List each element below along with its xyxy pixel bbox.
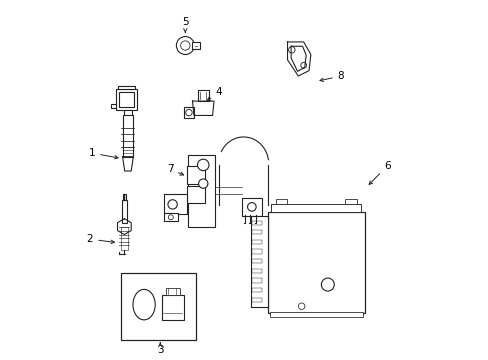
Bar [163,194,186,214]
Circle shape [198,179,207,188]
Text: 5: 5 [182,17,188,27]
Circle shape [197,159,208,171]
Bar [251,259,262,264]
Ellipse shape [133,289,155,320]
Text: 3: 3 [157,345,163,355]
Bar [163,213,178,221]
Bar [187,155,214,226]
Circle shape [321,278,334,291]
Bar [116,89,136,110]
Circle shape [185,109,192,116]
Bar [251,298,262,302]
Bar [117,86,135,89]
Bar [251,230,262,234]
Bar [275,199,286,204]
Bar [187,166,204,184]
Circle shape [298,303,305,310]
Bar [345,199,356,204]
Bar [122,200,126,223]
Circle shape [300,62,306,68]
Bar [121,226,127,250]
Bar [267,212,364,313]
Bar [251,269,262,273]
Bar [111,104,116,108]
Bar [162,295,183,320]
Bar [121,273,196,339]
Circle shape [247,203,256,211]
Text: 4: 4 [207,87,222,101]
Text: 6: 6 [368,161,390,184]
Bar [122,194,125,200]
Bar [191,42,199,49]
Bar [119,92,133,107]
Text: 7: 7 [166,164,183,175]
Text: 8: 8 [319,71,344,81]
Text: 2: 2 [86,234,114,244]
Bar [250,216,267,307]
Bar [198,90,208,101]
Bar [251,288,262,292]
Bar [251,221,262,225]
Bar [251,240,262,244]
Bar [122,116,133,157]
Circle shape [167,200,177,209]
Bar [271,204,360,212]
Circle shape [180,41,190,50]
Text: 1: 1 [88,148,118,159]
Circle shape [288,46,294,53]
Bar [165,288,180,295]
Circle shape [168,215,173,220]
Bar [251,278,262,283]
Bar [269,312,362,317]
Bar [241,198,261,216]
Bar [183,107,194,118]
Bar [124,110,131,121]
Circle shape [176,37,194,54]
Bar [187,186,204,203]
Bar [251,249,262,254]
